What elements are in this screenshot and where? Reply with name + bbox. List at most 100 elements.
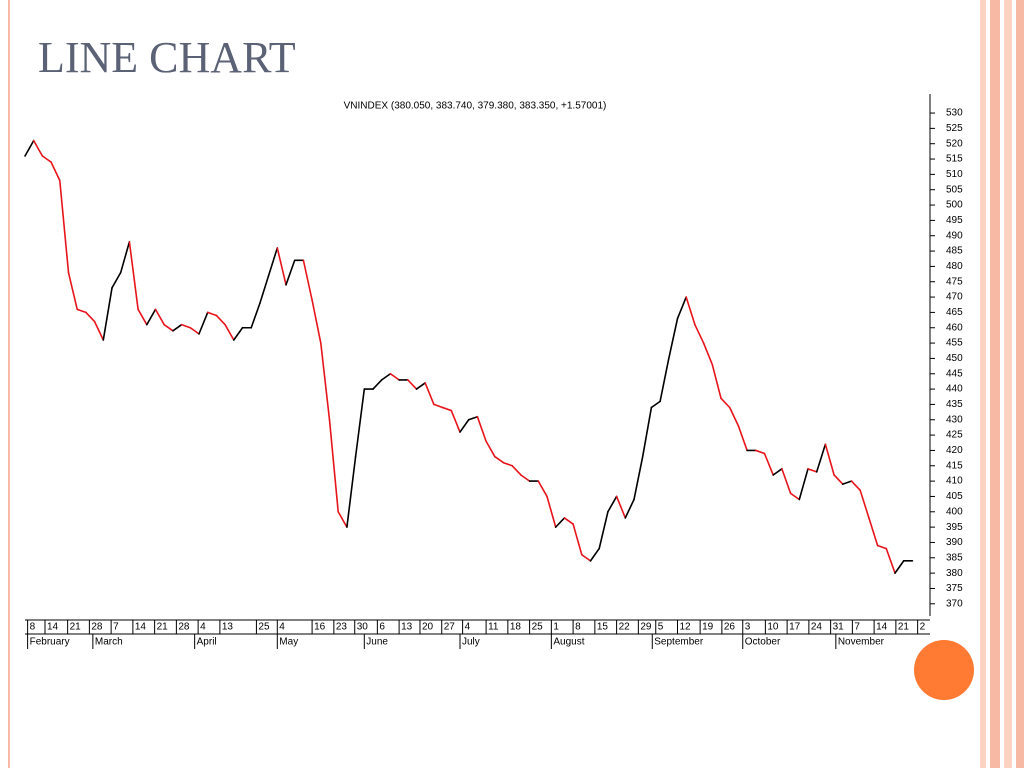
line-segment xyxy=(163,323,174,332)
line-segment xyxy=(41,155,52,163)
line-segment xyxy=(128,241,139,311)
line-segment xyxy=(259,274,270,305)
x-tick-label: 28 xyxy=(91,622,103,633)
line-segment xyxy=(520,474,531,482)
line-segment xyxy=(380,372,392,381)
line-segment xyxy=(76,308,87,314)
x-tick-label: 7 xyxy=(854,622,860,633)
line-segment xyxy=(607,495,618,513)
x-tick-label: 18 xyxy=(510,622,522,633)
y-tick-label: 465 xyxy=(946,307,963,318)
line-segment xyxy=(111,271,122,289)
month-label: September xyxy=(654,637,704,648)
chart-title: VNINDEX (380.050, 383.740, 379.380, 383.… xyxy=(344,101,607,112)
line-segment xyxy=(502,461,514,467)
line-segment xyxy=(24,139,35,157)
x-tick-label: 16 xyxy=(314,622,326,633)
line-segment xyxy=(546,495,557,528)
decor-circle xyxy=(914,640,974,700)
line-segment xyxy=(876,544,888,550)
y-tick-label: 525 xyxy=(946,123,963,134)
line-segment xyxy=(728,406,740,427)
x-tick-label: 14 xyxy=(876,622,888,633)
right-stripe xyxy=(980,0,986,768)
x-tick-label: 22 xyxy=(619,622,631,633)
y-tick-label: 450 xyxy=(946,353,963,364)
x-tick-label: 23 xyxy=(336,622,348,633)
line-segment xyxy=(868,517,879,547)
y-tick-label: 400 xyxy=(946,506,963,517)
line-segment xyxy=(250,302,261,329)
x-tick-label: 8 xyxy=(575,622,581,633)
x-tick-label: 1 xyxy=(553,622,559,633)
y-tick-label: 470 xyxy=(946,292,963,303)
x-tick-label: 21 xyxy=(70,622,82,633)
plot: 3703753803853903954004054104154204254304… xyxy=(24,94,963,649)
line-segment xyxy=(589,547,601,562)
line-segment xyxy=(137,308,148,326)
y-tick-label: 375 xyxy=(946,583,963,594)
y-tick-label: 445 xyxy=(946,368,963,379)
line-segment xyxy=(772,468,783,476)
line-segment xyxy=(206,311,218,317)
line-segment xyxy=(415,382,427,390)
line-segment xyxy=(67,271,78,311)
y-tick-label: 475 xyxy=(946,276,963,287)
line-segment xyxy=(824,443,835,476)
line-segment xyxy=(233,326,244,341)
line-segment xyxy=(694,323,705,344)
x-tick-label: 3 xyxy=(745,622,751,633)
line-segment xyxy=(146,308,157,326)
line-segment xyxy=(302,259,313,301)
line-segment xyxy=(650,400,661,409)
line-segment xyxy=(685,296,696,326)
line-segment xyxy=(406,379,418,390)
line-segment xyxy=(537,480,548,498)
line-segment xyxy=(807,468,818,473)
line-segment xyxy=(102,287,113,341)
right-stripe xyxy=(1016,0,1024,768)
x-tick-label: 26 xyxy=(724,622,736,633)
slide-title: LINE CHART xyxy=(38,33,296,82)
line-segment xyxy=(32,139,44,157)
line-segment xyxy=(285,259,296,286)
month-label: November xyxy=(838,637,885,648)
line-segment xyxy=(180,323,192,329)
month-label: August xyxy=(553,637,584,648)
x-tick-label: 15 xyxy=(597,622,609,633)
y-tick-label: 530 xyxy=(946,108,963,119)
line-segment xyxy=(624,498,635,519)
x-tick-label: 8 xyxy=(30,622,36,633)
line-segment xyxy=(737,425,748,452)
line-segment xyxy=(476,415,487,443)
x-tick-label: 21 xyxy=(157,622,169,633)
x-tick-label: 25 xyxy=(532,622,544,633)
line-segment xyxy=(667,317,679,360)
y-tick-label: 520 xyxy=(946,138,963,149)
line-segment xyxy=(119,241,131,274)
line-segment xyxy=(720,397,731,409)
y-tick-label: 395 xyxy=(946,522,963,533)
line-segment xyxy=(493,455,505,464)
x-tick-label: 25 xyxy=(258,622,270,633)
x-tick-label: 13 xyxy=(401,622,413,633)
x-tick-label: 14 xyxy=(47,622,59,633)
line-segment xyxy=(598,510,609,550)
line-segment xyxy=(641,406,653,458)
x-tick-label: 11 xyxy=(488,622,499,633)
y-tick-label: 490 xyxy=(946,230,963,241)
line-segment xyxy=(337,510,348,528)
y-tick-label: 510 xyxy=(946,169,963,180)
line-segment xyxy=(172,323,183,332)
y-tick-label: 420 xyxy=(946,445,963,456)
line-segment xyxy=(58,179,70,274)
line-segment xyxy=(319,342,331,421)
y-tick-label: 500 xyxy=(946,200,963,211)
line-segment xyxy=(789,492,801,501)
line-segment xyxy=(833,474,844,485)
line-segment xyxy=(50,161,61,182)
x-tick-label: 30 xyxy=(357,622,369,633)
line-segment xyxy=(711,363,722,400)
y-tick-label: 410 xyxy=(946,476,963,487)
x-tick-label: 4 xyxy=(279,622,285,633)
